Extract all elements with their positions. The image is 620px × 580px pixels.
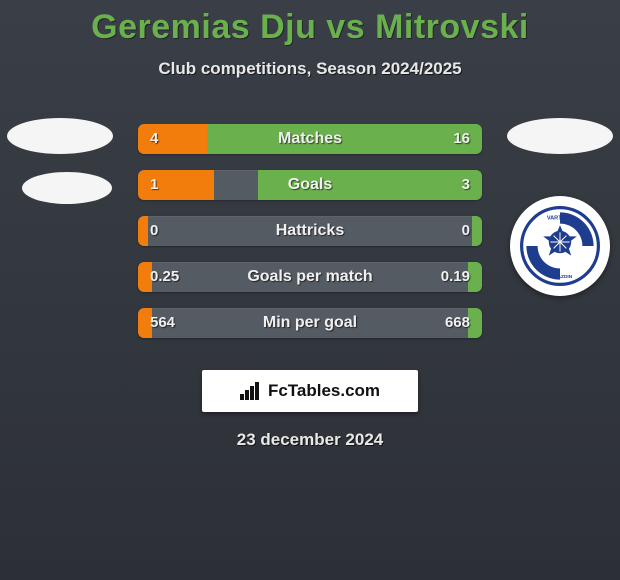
comparison-row: 416Matches: [138, 124, 482, 154]
avatar-placeholder: [507, 118, 613, 154]
comparison-row: 564668Min per goal: [138, 308, 482, 338]
svg-text:VARTEKS: VARTEKS: [547, 216, 574, 222]
left-player-avatars: [0, 118, 120, 204]
brand-text: FcTables.com: [268, 381, 380, 401]
comparison-row: 0.250.19Goals per match: [138, 262, 482, 292]
comparison-chart: 416Matches 13Goals 00Hattricks 0.250.19Goal…: [138, 124, 482, 338]
club-crest-icon: VARTEKS VARAZDIN: [520, 206, 600, 286]
comparison-row: 13Goals: [138, 170, 482, 200]
avatar-placeholder: [22, 172, 112, 204]
right-player-avatars: VARTEKS VARAZDIN: [500, 118, 620, 296]
bars-icon: [240, 382, 262, 400]
date-label: 23 december 2024: [0, 430, 620, 450]
svg-text:VARAZDIN: VARAZDIN: [548, 274, 573, 280]
subtitle: Club competitions, Season 2024/2025: [0, 59, 620, 79]
row-label: Matches: [138, 124, 482, 154]
row-label: Min per goal: [138, 308, 482, 338]
row-label: Goals: [138, 170, 482, 200]
row-label: Hattricks: [138, 216, 482, 246]
avatar-placeholder: [7, 118, 113, 154]
brand-watermark: FcTables.com: [202, 370, 418, 412]
row-label: Goals per match: [138, 262, 482, 292]
page-title: Geremias Dju vs Mitrovski: [0, 0, 620, 47]
club-badge: VARTEKS VARAZDIN: [510, 196, 610, 296]
comparison-row: 00Hattricks: [138, 216, 482, 246]
